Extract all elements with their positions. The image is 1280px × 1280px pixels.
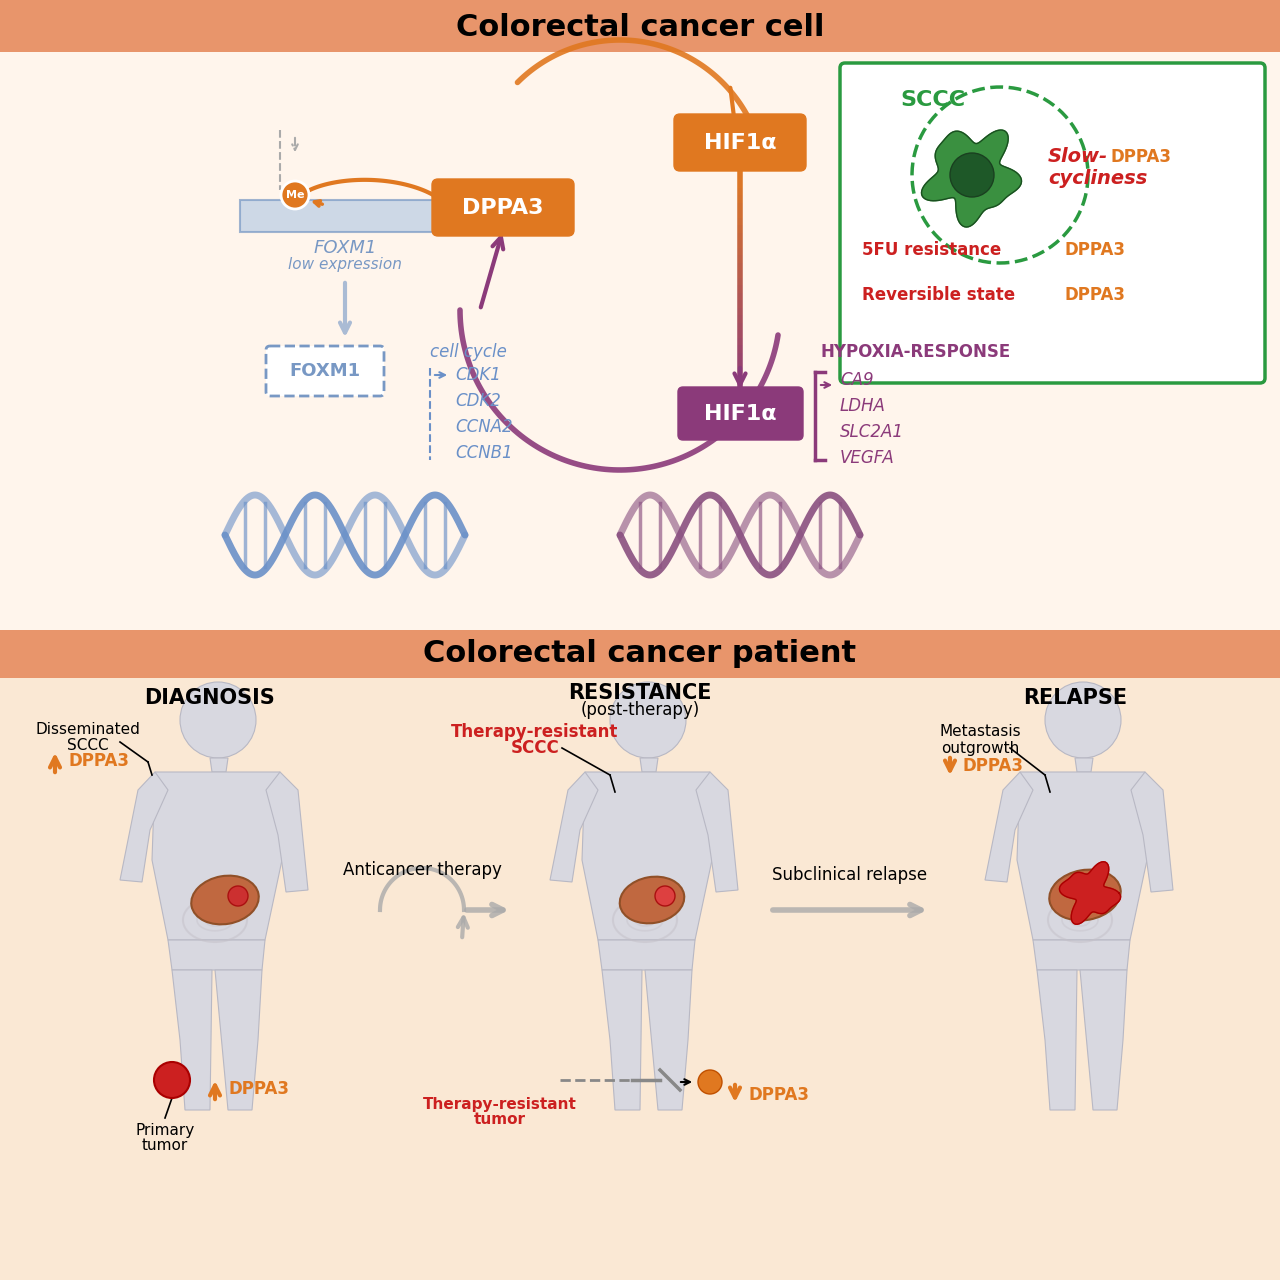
Text: Therapy-resistant: Therapy-resistant (424, 1097, 577, 1112)
Text: tumor: tumor (142, 1138, 188, 1152)
Text: FOXM1: FOXM1 (289, 362, 361, 380)
Circle shape (1044, 682, 1121, 758)
Polygon shape (602, 970, 643, 1110)
Polygon shape (986, 772, 1033, 882)
Polygon shape (120, 772, 168, 882)
Text: CA9: CA9 (840, 371, 874, 389)
Text: DPPA3: DPPA3 (963, 756, 1024, 774)
Text: HIF1α: HIF1α (704, 404, 776, 424)
Polygon shape (696, 772, 739, 892)
Text: DPPA3: DPPA3 (748, 1085, 809, 1103)
Text: Therapy-resistant: Therapy-resistant (452, 723, 618, 741)
Text: SCCC: SCCC (900, 90, 965, 110)
Ellipse shape (191, 876, 259, 924)
Circle shape (950, 154, 995, 197)
Polygon shape (640, 758, 658, 772)
Polygon shape (645, 970, 692, 1110)
Polygon shape (1075, 758, 1093, 772)
Polygon shape (168, 940, 265, 970)
Text: Colorectal cancer patient: Colorectal cancer patient (424, 640, 856, 668)
Text: CCNA2: CCNA2 (454, 419, 512, 436)
Text: Me: Me (285, 189, 305, 200)
Polygon shape (1018, 772, 1147, 940)
Polygon shape (210, 758, 228, 772)
Text: HIF1α: HIF1α (704, 133, 776, 154)
Polygon shape (266, 772, 308, 892)
FancyBboxPatch shape (433, 179, 573, 236)
FancyBboxPatch shape (840, 63, 1265, 383)
Text: VEGFA: VEGFA (840, 449, 895, 467)
Text: DPPA3: DPPA3 (1110, 148, 1171, 166)
Text: RELAPSE: RELAPSE (1023, 689, 1128, 708)
Text: CCNB1: CCNB1 (454, 444, 512, 462)
Ellipse shape (620, 877, 685, 923)
Polygon shape (1132, 772, 1172, 892)
Circle shape (154, 1062, 189, 1098)
Text: DIAGNOSIS: DIAGNOSIS (145, 689, 275, 708)
Circle shape (282, 180, 308, 209)
Polygon shape (215, 970, 262, 1110)
Text: RESISTANCE: RESISTANCE (568, 684, 712, 703)
Text: HYPOXIA-RESPONSE: HYPOXIA-RESPONSE (820, 343, 1010, 361)
Polygon shape (598, 940, 695, 970)
Text: DPPA3: DPPA3 (462, 198, 544, 218)
Text: Anticancer therapy: Anticancer therapy (343, 861, 502, 879)
Ellipse shape (1050, 869, 1121, 920)
Circle shape (698, 1070, 722, 1094)
Text: DPPA3: DPPA3 (1065, 241, 1126, 259)
Text: cell cycle: cell cycle (430, 343, 507, 361)
Text: CDK2: CDK2 (454, 392, 500, 410)
Text: Reversible state: Reversible state (861, 285, 1015, 303)
FancyBboxPatch shape (678, 387, 803, 440)
Polygon shape (922, 131, 1021, 227)
FancyBboxPatch shape (675, 114, 806, 172)
Polygon shape (172, 970, 212, 1110)
Polygon shape (1037, 970, 1076, 1110)
Circle shape (611, 682, 686, 758)
Polygon shape (550, 772, 598, 882)
Text: SLC2A1: SLC2A1 (840, 422, 904, 442)
Polygon shape (1033, 940, 1130, 970)
Text: Disseminated: Disseminated (36, 722, 141, 737)
Polygon shape (582, 772, 712, 940)
Bar (241, 200, 451, 232)
Bar (0, 678, 1280, 1280)
Text: (post-therapy): (post-therapy) (580, 701, 700, 719)
Circle shape (180, 682, 256, 758)
Bar (0, 630, 1280, 678)
Text: outgrowth: outgrowth (941, 741, 1019, 755)
Text: CDK1: CDK1 (454, 366, 500, 384)
Polygon shape (1080, 970, 1126, 1110)
Text: DPPA3: DPPA3 (228, 1080, 289, 1098)
Text: tumor: tumor (474, 1112, 526, 1128)
Polygon shape (1060, 861, 1120, 924)
Text: SCCC: SCCC (67, 739, 109, 754)
Text: Primary: Primary (136, 1123, 195, 1138)
Bar (0, 52, 1280, 632)
Text: DPPA3: DPPA3 (1065, 285, 1126, 303)
Text: LDHA: LDHA (840, 397, 886, 415)
Polygon shape (152, 772, 282, 940)
Text: low expression: low expression (288, 257, 402, 273)
Text: 5FU resistance: 5FU resistance (861, 241, 1001, 259)
Text: DPPA3: DPPA3 (68, 751, 129, 771)
Text: FOXM1: FOXM1 (314, 239, 376, 257)
Text: Metastasis: Metastasis (940, 724, 1021, 740)
Text: SCCC: SCCC (511, 739, 559, 756)
FancyBboxPatch shape (266, 346, 384, 396)
Circle shape (655, 886, 675, 906)
Text: Slow-
cycliness: Slow- cycliness (1048, 147, 1147, 188)
Circle shape (228, 886, 248, 906)
Bar (0, 0, 1280, 52)
Text: Colorectal cancer cell: Colorectal cancer cell (456, 14, 824, 42)
Text: Subclinical relapse: Subclinical relapse (772, 867, 928, 884)
